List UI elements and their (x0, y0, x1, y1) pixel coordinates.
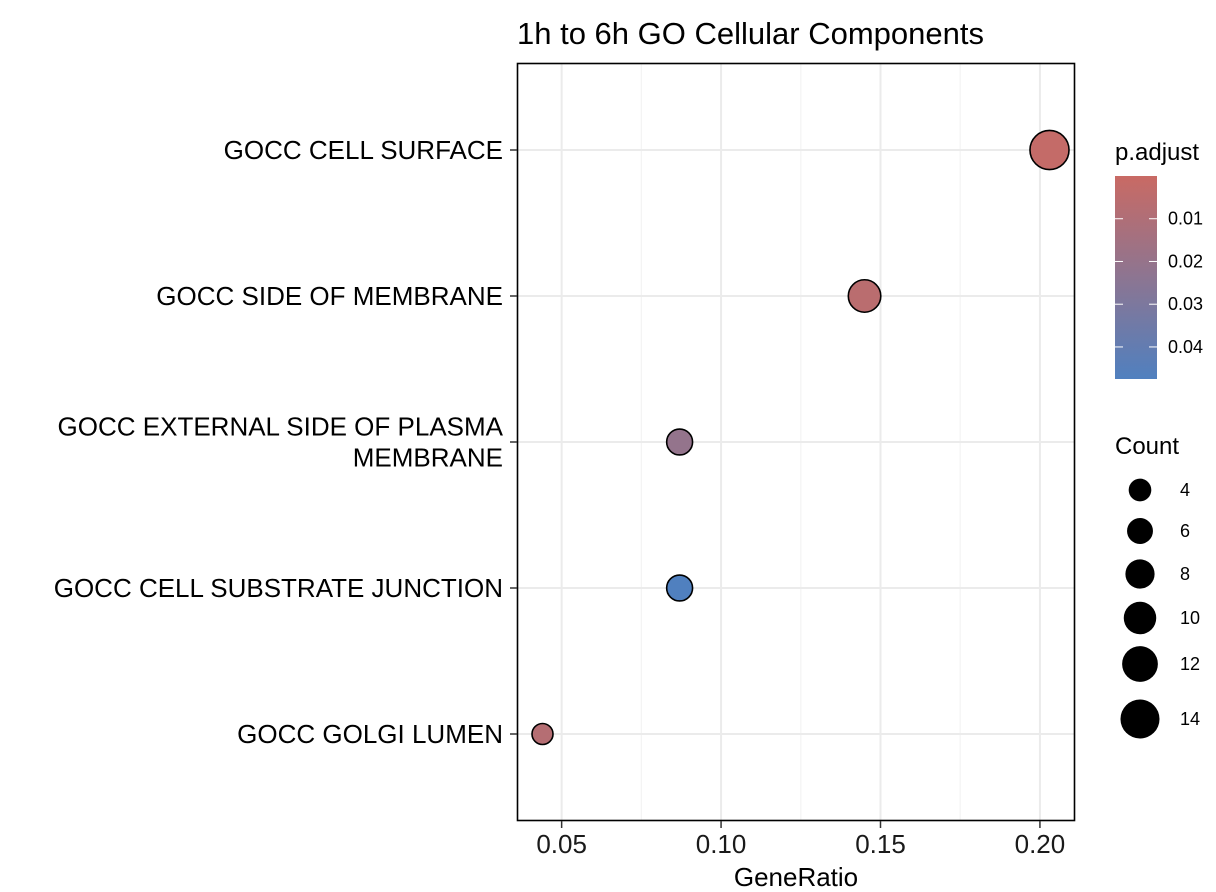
size-legend-label: 4 (1180, 480, 1190, 500)
size-legend-label: 14 (1180, 709, 1200, 729)
color-legend-bar (1115, 176, 1157, 379)
y-tick-label: GOCC SIDE OF MEMBRANE (156, 281, 503, 311)
size-legend-key (1128, 478, 1152, 502)
size-legend-key (1123, 601, 1157, 635)
chart-title: 1h to 6h GO Cellular Components (517, 16, 984, 51)
size-legend-title: Count (1115, 433, 1179, 460)
data-point (847, 278, 882, 314)
color-legend-ticks: 0.01 0.02 0.03 0.04 (1115, 209, 1203, 357)
color-legend-title: p.adjust (1115, 139, 1199, 166)
panel-border (516, 62, 1076, 822)
grid-lines (517, 63, 1075, 821)
x-axis: 0.05 0.10 0.15 0.20 (536, 821, 1065, 859)
colorbar-label: 0.04 (1168, 337, 1203, 357)
y-tick-label: GOCC GOLGI LUMEN (237, 719, 503, 749)
size-legend-key (1120, 699, 1160, 739)
data-point (665, 574, 694, 602)
data-point (665, 428, 694, 456)
x-tick-label: 0.05 (536, 829, 587, 859)
size-legend-key (1127, 518, 1153, 544)
size-legend-label: 6 (1180, 521, 1190, 541)
data-point (1029, 129, 1070, 171)
data-points (531, 129, 1070, 746)
x-tick-label: 0.20 (1015, 829, 1066, 859)
colorbar-label: 0.03 (1168, 294, 1203, 314)
size-legend-label: 10 (1180, 608, 1200, 628)
size-legend: 4 6 8 10 12 14 (1120, 478, 1200, 739)
size-legend-label: 12 (1180, 654, 1200, 674)
colorbar-label: 0.02 (1168, 251, 1203, 271)
y-axis: GOCC CELL SURFACE GOCC SIDE OF MEMBRANE GO… (54, 135, 517, 749)
y-tick-label: GOCC CELL SUBSTRATE JUNCTION (54, 573, 503, 603)
size-legend-key (1125, 559, 1155, 589)
size-legend-label: 8 (1180, 564, 1190, 584)
x-axis-title: GeneRatio (734, 862, 858, 892)
y-tick-label: GOCC CELL SURFACE (224, 135, 503, 165)
x-tick-label: 0.10 (696, 829, 747, 859)
data-point (531, 722, 554, 746)
colorbar-label: 0.01 (1168, 209, 1203, 229)
size-legend-key (1122, 646, 1158, 682)
x-tick-label: 0.15 (855, 829, 906, 859)
y-tick-label: MEMBRANE (353, 443, 503, 473)
y-tick-label: GOCC EXTERNAL SIDE OF PLASMA (58, 412, 504, 442)
